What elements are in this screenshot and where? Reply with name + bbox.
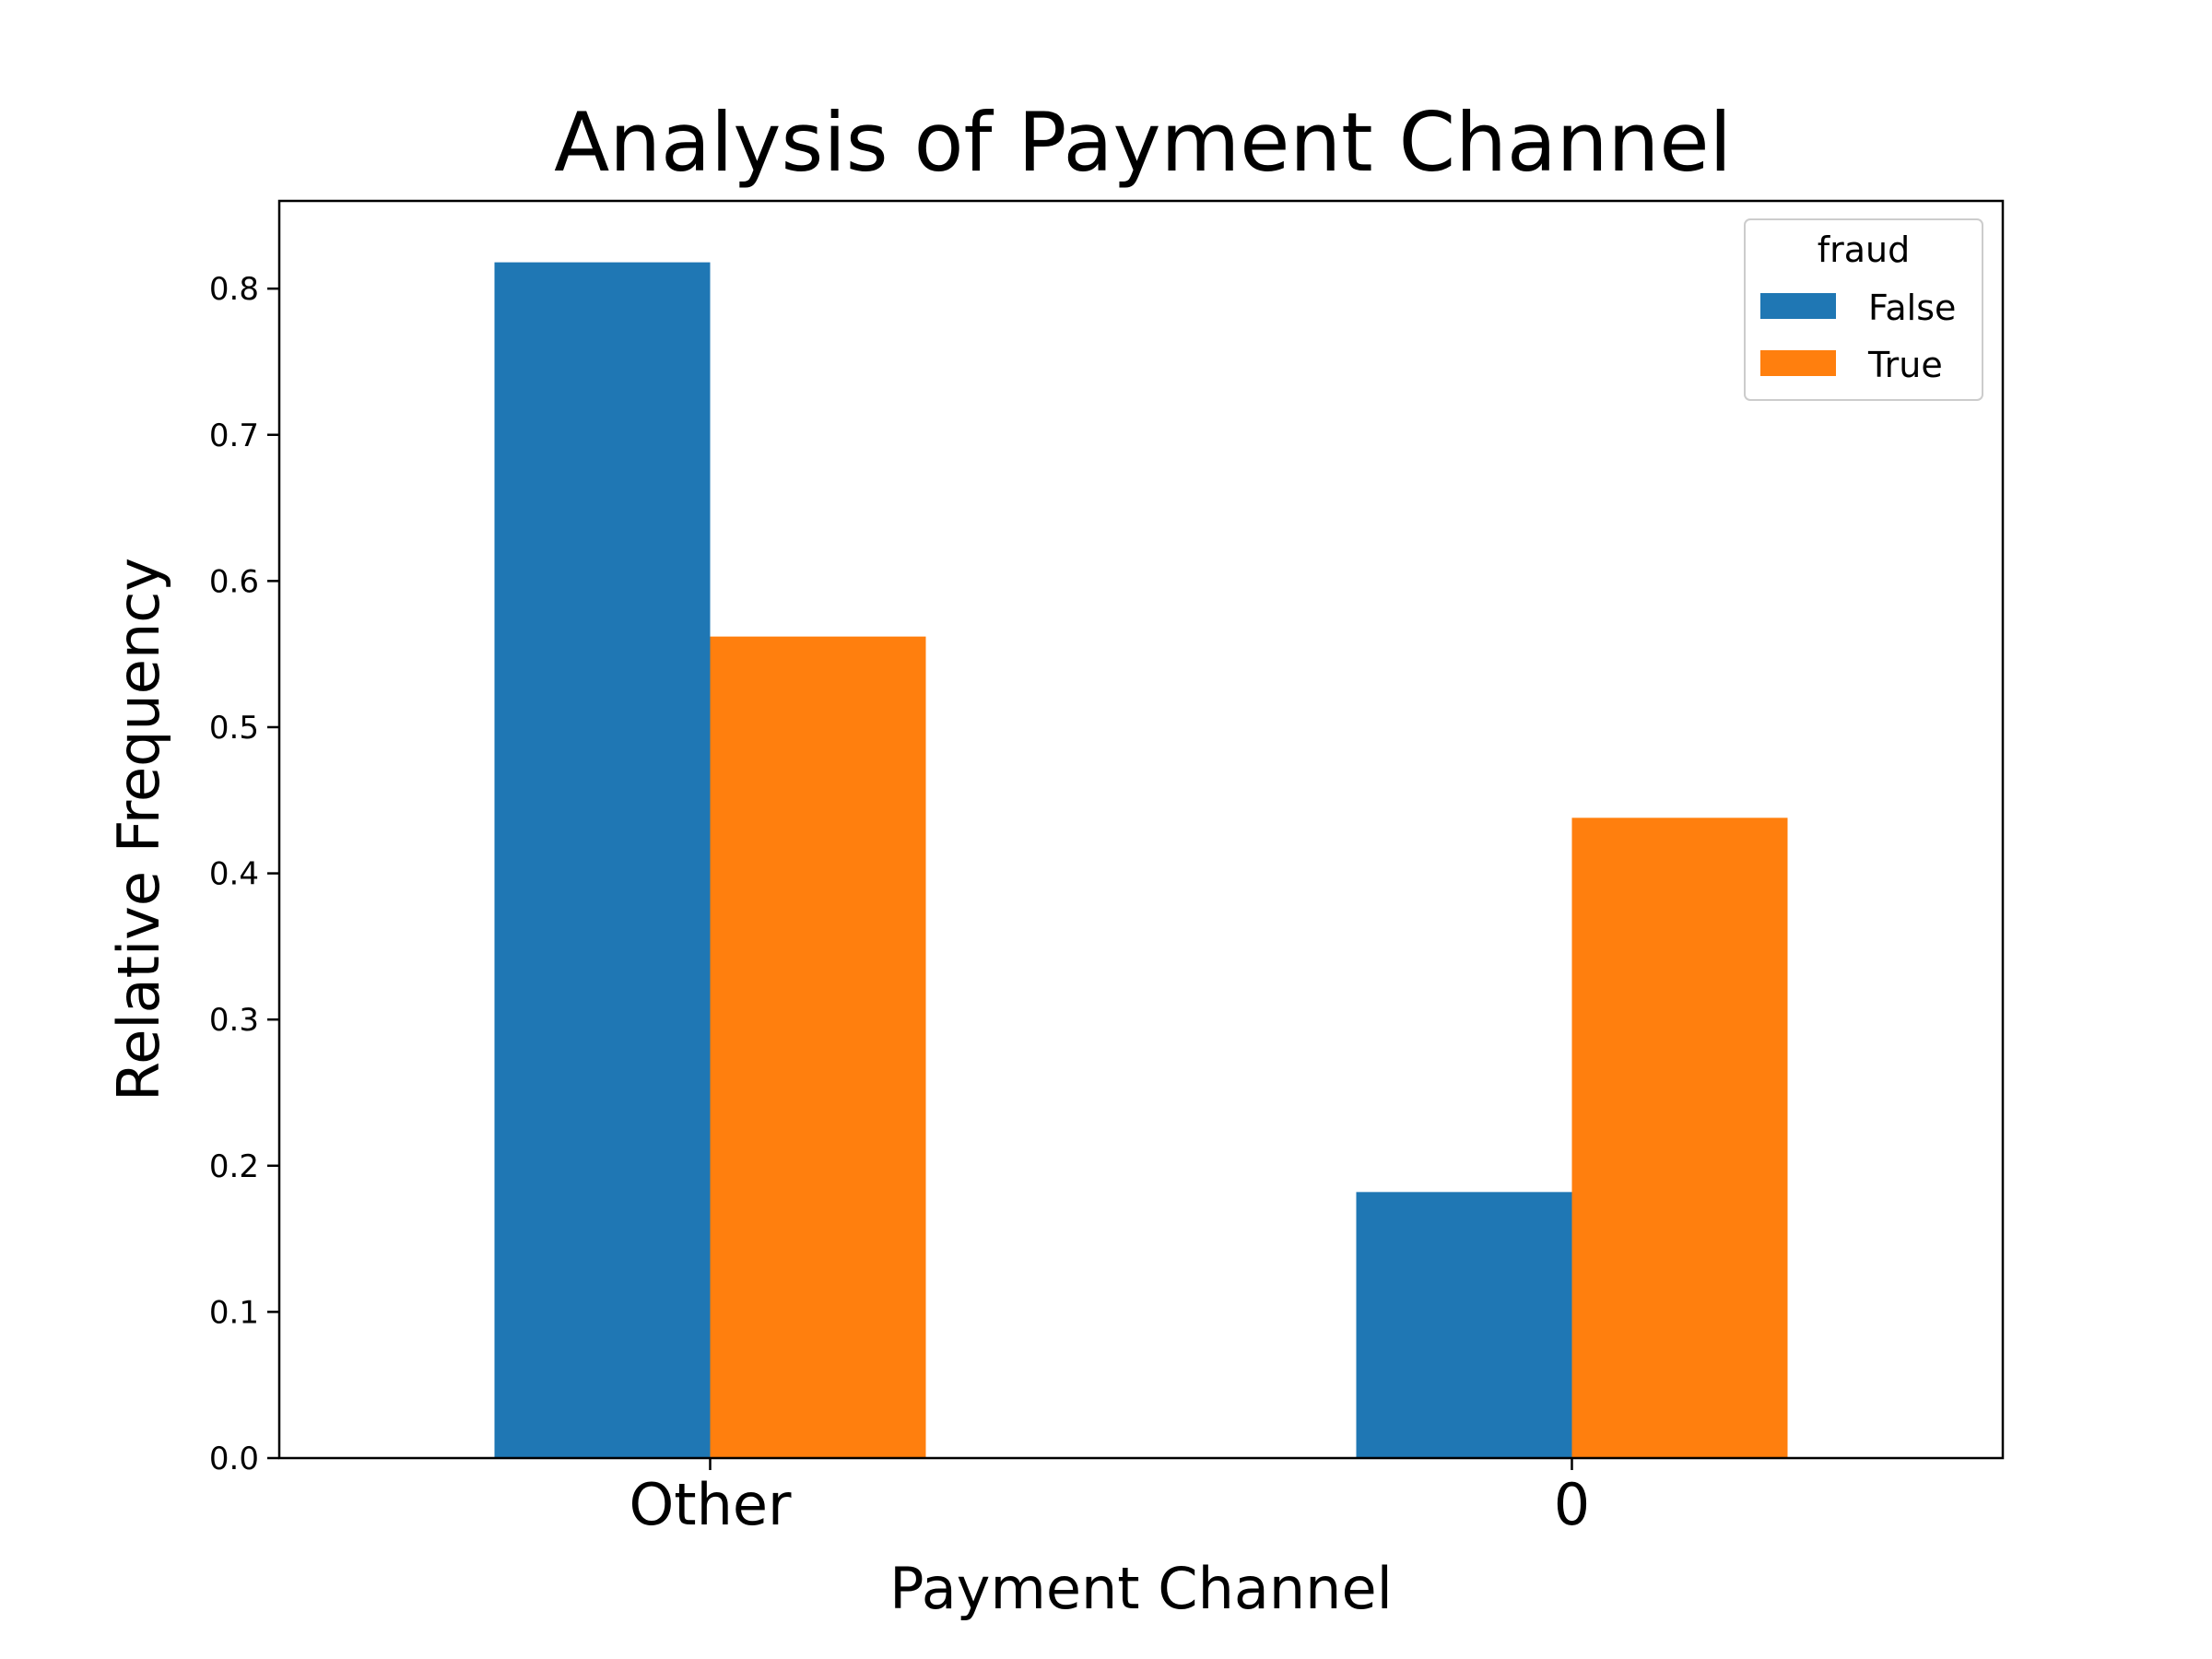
bar-other-true — [710, 636, 926, 1458]
y-tick-label: 0.5 — [209, 710, 259, 747]
x-tick-label: Other — [629, 1471, 792, 1538]
y-tick-label: 0.7 — [209, 418, 259, 454]
y-tick-label: 0.3 — [209, 1002, 259, 1039]
bar-0-true — [1571, 818, 1788, 1458]
y-tick-label: 0.2 — [209, 1148, 259, 1185]
bars-group — [494, 262, 1788, 1458]
legend-swatch-false — [1760, 293, 1836, 319]
bar-0-false — [1356, 1192, 1572, 1458]
plot-frame — [277, 199, 2005, 1460]
y-tick-label: 0.0 — [209, 1441, 259, 1477]
y-tick-label: 0.8 — [209, 271, 259, 308]
y-tick-label: 0.4 — [209, 856, 259, 893]
y-tick-label: 0.6 — [209, 563, 259, 600]
legend: fraud False True — [1744, 218, 1983, 401]
legend-swatch-true — [1760, 350, 1836, 376]
legend-label-false: False — [1868, 288, 1956, 328]
chart-title: Analysis of Payment Channel — [554, 95, 1732, 190]
x-axis-label: Payment Channel — [889, 1555, 1393, 1622]
legend-title: fraud — [1818, 229, 1911, 270]
x-axis: Other 0 — [629, 1458, 1590, 1538]
x-tick-label: 0 — [1554, 1471, 1590, 1538]
legend-label-true: True — [1867, 345, 1943, 385]
y-tick-label: 0.1 — [209, 1294, 259, 1331]
y-axis-label: Relative Frequency — [105, 558, 172, 1101]
bar-other-false — [494, 262, 711, 1458]
y-axis: 0.0 0.1 0.2 0.3 0.4 0.5 0.6 0.7 0.8 — [209, 271, 279, 1477]
